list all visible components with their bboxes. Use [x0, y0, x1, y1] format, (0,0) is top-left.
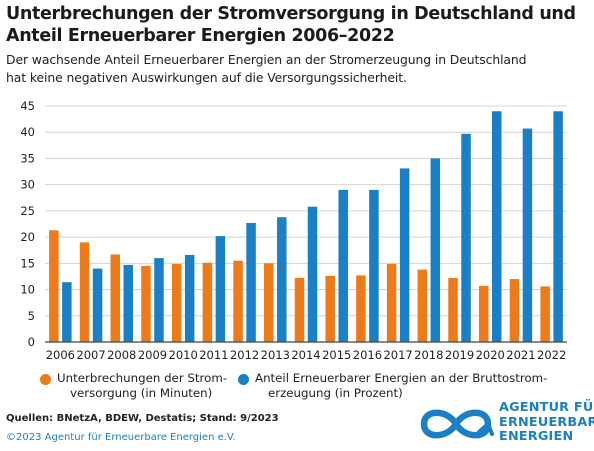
bar-interruptions-2014	[294, 278, 305, 342]
bar-renewables-2007	[92, 268, 103, 342]
sources-note: Quellen: BNetzA, BDEW, Destatis; Stand: …	[6, 413, 279, 424]
x-tick-label-2009: 2009	[138, 348, 167, 362]
bar-renewables-2020	[491, 111, 502, 342]
bar-renewables-2018	[430, 158, 441, 342]
bar-renewables-2006	[62, 282, 72, 342]
legend-marker-renewables	[238, 374, 249, 385]
legend-renewables-line-1: Anteil Erneuerbarer Energien an der Brut…	[255, 371, 548, 385]
x-tick-label-2011: 2011	[199, 348, 228, 362]
y-tick-label-15: 15	[20, 256, 35, 270]
bar-renewables-2011	[215, 236, 226, 342]
bar-renewables-2008	[123, 264, 134, 342]
x-tick-label-2018: 2018	[414, 348, 443, 362]
bar-renewables-2010	[184, 254, 195, 342]
bar-interruptions-2020	[478, 285, 489, 342]
bar-interruptions-2016	[356, 275, 366, 342]
bar-interruptions-2019	[448, 278, 458, 342]
x-tick-label-2013: 2013	[261, 348, 290, 362]
x-tick-label-2020: 2020	[476, 348, 505, 362]
legend-renewables-line-2: erzeugung (in Prozent)	[268, 386, 403, 400]
bar-renewables-2013	[277, 217, 287, 342]
bar-interruptions-2018	[417, 269, 428, 342]
bar-renewables-2014	[307, 206, 318, 342]
x-tick-label-2012: 2012	[230, 348, 259, 362]
x-tick-label-2006: 2006	[46, 348, 75, 362]
bar-interruptions-2008	[110, 254, 121, 342]
bar-interruptions-2012	[233, 260, 243, 342]
legend-label-interruptions: Unterbrechungen der Strom- versorgung (i…	[57, 371, 227, 401]
x-tick-label-2019: 2019	[445, 348, 474, 362]
chart-title: Unterbrechungen der Stromversorgung in D…	[6, 3, 590, 47]
legend-interruptions-line-1: Unterbrechungen der Strom-	[57, 371, 228, 385]
y-tick-label-35: 35	[20, 151, 35, 165]
x-tick-label-2014: 2014	[291, 348, 320, 362]
y-tick-label-0: 0	[28, 335, 35, 349]
bar-interruptions-2009	[141, 265, 151, 342]
x-tick-label-2008: 2008	[107, 348, 136, 362]
bar-renewables-2019	[461, 133, 471, 342]
bar-interruptions-2006	[49, 230, 59, 342]
bar-renewables-2017	[399, 168, 410, 342]
bar-interruptions-2010	[171, 263, 182, 342]
x-tick-label-2010: 2010	[169, 348, 198, 362]
x-tick-label-2016: 2016	[353, 348, 382, 362]
bar-interruptions-2017	[386, 263, 397, 342]
bar-renewables-2022	[553, 111, 563, 342]
infinity-logo-icon	[420, 409, 494, 439]
y-tick-label-40: 40	[20, 125, 35, 139]
x-tick-label-2007: 2007	[76, 348, 105, 362]
logo-line-3: ENERGIEN	[499, 429, 574, 444]
y-tick-label-10: 10	[20, 283, 35, 297]
subtitle-line-1: Der wachsende Anteil Erneuerbarer Energi…	[6, 52, 527, 67]
y-tick-label-5: 5	[28, 309, 35, 323]
bar-interruptions-2007	[79, 242, 90, 342]
legend-label-renewables: Anteil Erneuerbarer Energien an der Brut…	[255, 371, 547, 401]
bar-renewables-2009	[154, 258, 164, 342]
subtitle-line-2: hat keine negativen Auswirkungen auf die…	[6, 70, 407, 85]
x-tick-label-2021: 2021	[506, 348, 535, 362]
title-line-2: Anteil Erneuerbarer Energien 2006–2022	[6, 26, 395, 46]
y-tick-label-25: 25	[20, 204, 35, 218]
bar-interruptions-2021	[509, 279, 520, 342]
y-tick-label-45: 45	[20, 99, 35, 113]
legend-interruptions-line-2: versorgung (in Minuten)	[70, 386, 213, 400]
bar-renewables-2021	[522, 128, 533, 342]
bar-interruptions-2013	[264, 263, 274, 342]
y-tick-label-20: 20	[20, 230, 35, 244]
logo-line-1: AGENTUR FÜR	[499, 400, 594, 415]
legend-marker-interruptions	[40, 374, 51, 385]
bar-interruptions-2011	[202, 262, 213, 342]
bar-renewables-2015	[338, 189, 348, 342]
bar-renewables-2012	[246, 222, 256, 342]
bar-interruptions-2022	[540, 286, 550, 342]
x-tick-label-2017: 2017	[383, 348, 412, 362]
chart-subtitle: Der wachsende Anteil Erneuerbarer Energi…	[6, 51, 590, 87]
copyright-note: ©2023 Agentur für Erneuerbare Energien e…	[6, 432, 236, 443]
y-tick-label-30: 30	[20, 178, 35, 192]
bar-renewables-2016	[369, 189, 379, 342]
title-line-1: Unterbrechungen der Stromversorgung in D…	[6, 4, 576, 24]
x-tick-label-2022: 2022	[537, 348, 566, 362]
x-tick-label-2015: 2015	[322, 348, 351, 362]
bar-interruptions-2015	[325, 275, 335, 342]
